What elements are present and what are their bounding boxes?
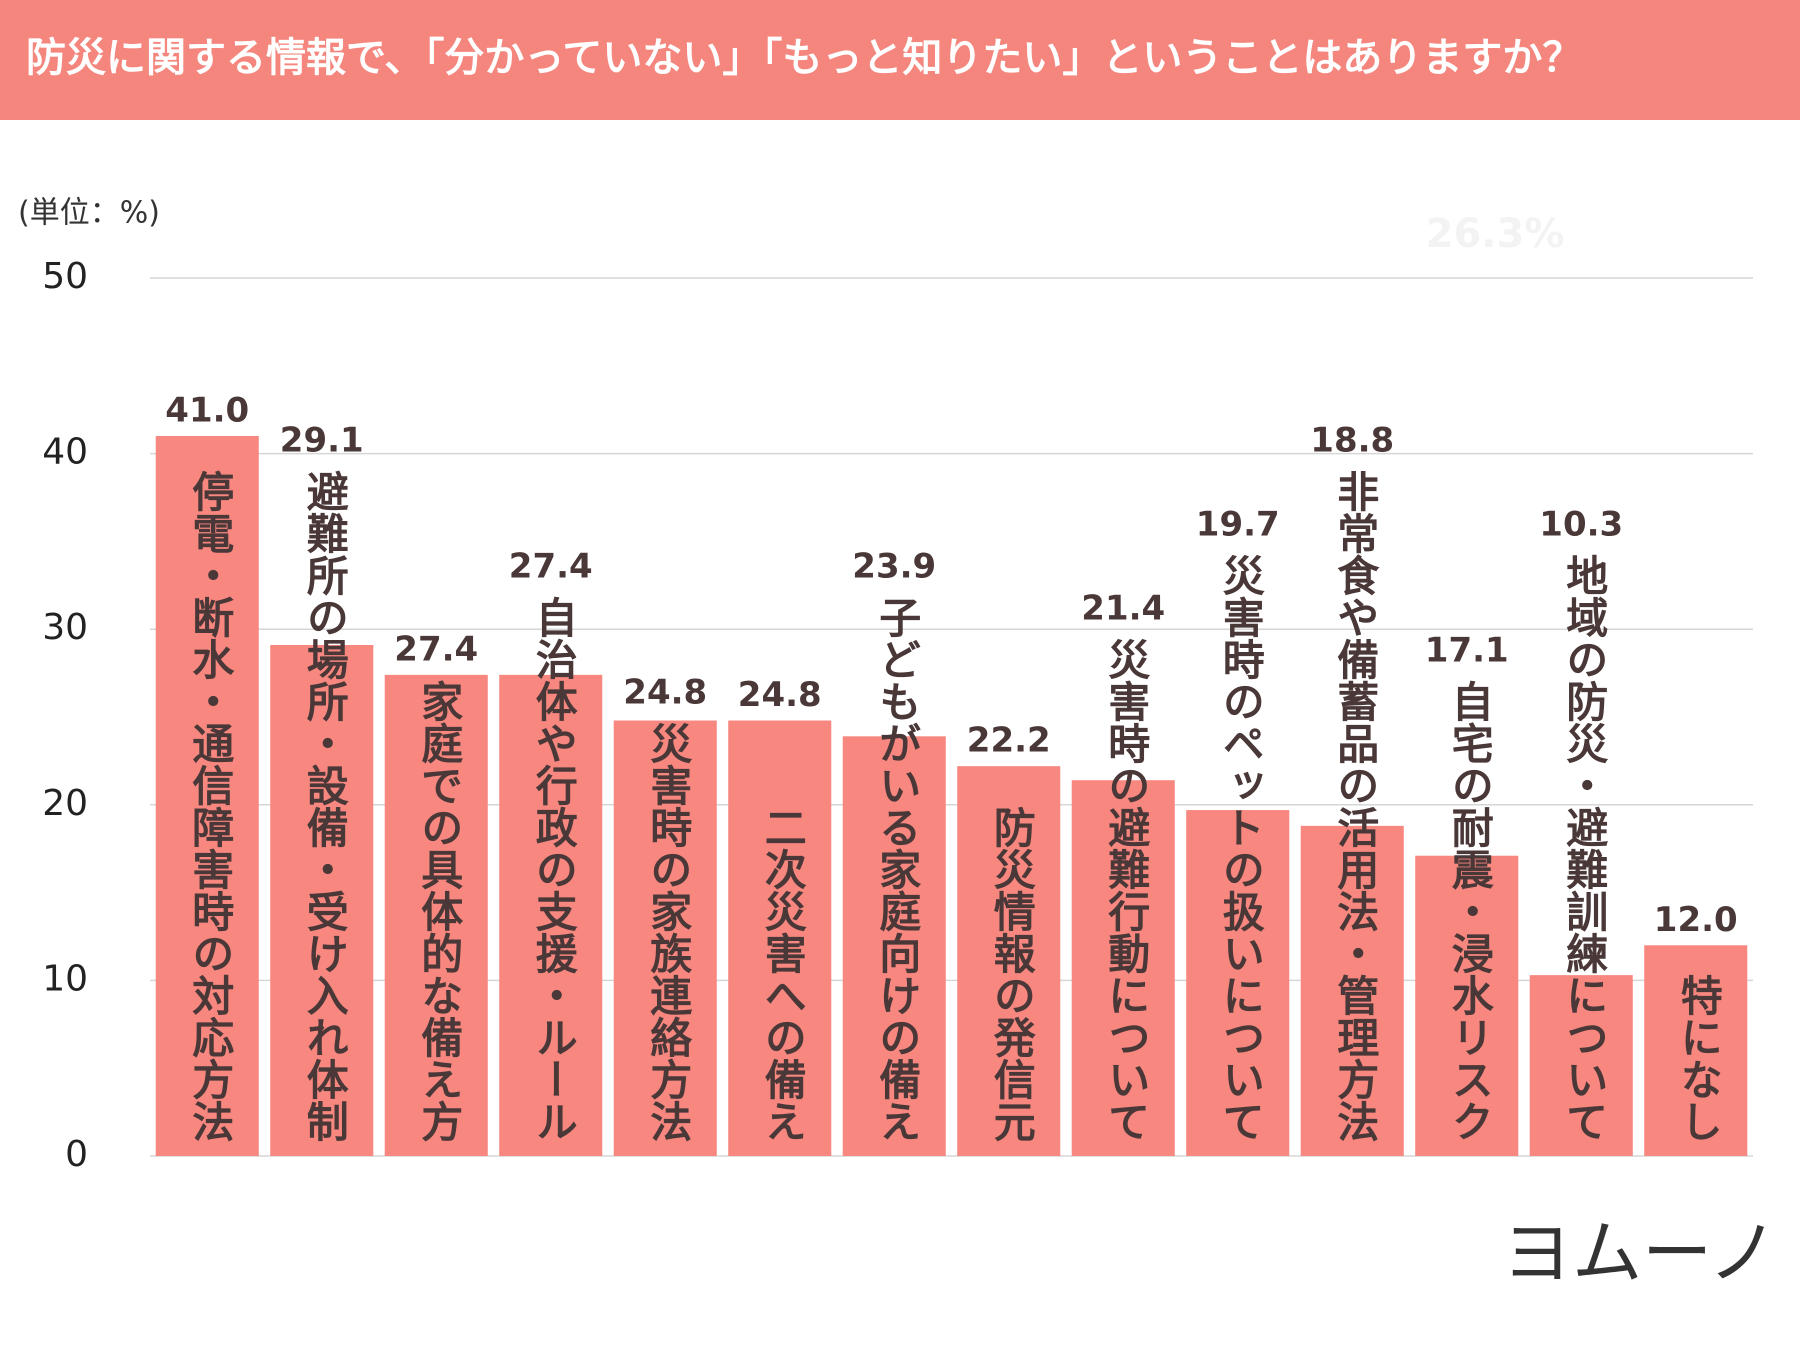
bar — [1529, 975, 1633, 1156]
y-tick-label: 0 — [65, 1134, 88, 1175]
category-label: 二次災害への備え — [758, 806, 807, 1142]
chart-title: 防災に関する情報で、「分かっていない」「もっと知りたい」ということはありますか？ — [26, 35, 1582, 81]
category-label: 災害時の家族連絡方法 — [644, 722, 693, 1142]
y-tick-label: 50 — [42, 256, 88, 297]
bar — [1415, 855, 1519, 1156]
value-label: 41.0 — [165, 391, 249, 431]
bar — [1071, 780, 1175, 1156]
value-label: 24.8 — [738, 675, 822, 715]
category-label: 地域の防災・避難訓練について — [1560, 554, 1609, 1142]
annotation: 26.3% — [1426, 211, 1565, 257]
category-label: 防災情報の発信元 — [987, 806, 1036, 1142]
value-label: 22.2 — [967, 721, 1051, 761]
brand-logo: ヨムーノ — [1502, 1212, 1778, 1294]
value-label: 23.9 — [852, 547, 936, 587]
y-tick-label: 20 — [42, 783, 88, 824]
category-label: 非常食や備蓄品の活用法・管理方法 — [1331, 470, 1380, 1142]
bar — [155, 436, 259, 1156]
value-label: 27.4 — [509, 547, 593, 587]
category-label: 自治体や行政の支援・ルール — [529, 596, 578, 1142]
bar — [957, 766, 1061, 1156]
value-label: 18.8 — [1310, 421, 1394, 461]
value-label: 27.4 — [394, 629, 478, 669]
y-tick-label: 30 — [42, 607, 88, 648]
category-label: 特になし — [1674, 974, 1723, 1142]
bar — [1644, 945, 1748, 1156]
value-label: 19.7 — [1196, 505, 1280, 545]
category-label: 停電・断水・通信障害時の対応方法 — [186, 470, 235, 1142]
value-label: 17.1 — [1425, 631, 1509, 671]
y-tick-label: 40 — [42, 432, 88, 473]
bar — [613, 720, 717, 1156]
bar — [1300, 825, 1404, 1156]
y-tick-label: 10 — [42, 958, 88, 999]
title-bar — [0, 0, 1800, 120]
bar — [270, 645, 374, 1156]
category-label: 自宅の耐震・浸水リスク — [1445, 680, 1494, 1142]
bar — [384, 674, 488, 1156]
category-label: 災害時の避難行動について — [1102, 638, 1151, 1142]
bar — [728, 720, 832, 1156]
unit-label: (単位：%) — [18, 196, 160, 231]
category-label: 家庭での具体的な備え方 — [415, 680, 464, 1142]
bar — [499, 674, 603, 1156]
bar — [842, 736, 946, 1156]
value-label: 12.0 — [1654, 900, 1738, 940]
value-label: 24.8 — [623, 673, 707, 713]
bar — [1186, 810, 1290, 1156]
value-label: 29.1 — [280, 421, 364, 461]
value-label: 21.4 — [1081, 589, 1165, 629]
category-label: 子どもがいる家庭向けの備え — [873, 596, 922, 1142]
category-label: 避難所の場所・設備・受け入れ体制 — [300, 470, 349, 1142]
category-label: 災害時のペットの扱いについて — [1216, 554, 1265, 1142]
value-label: 10.3 — [1539, 505, 1623, 545]
